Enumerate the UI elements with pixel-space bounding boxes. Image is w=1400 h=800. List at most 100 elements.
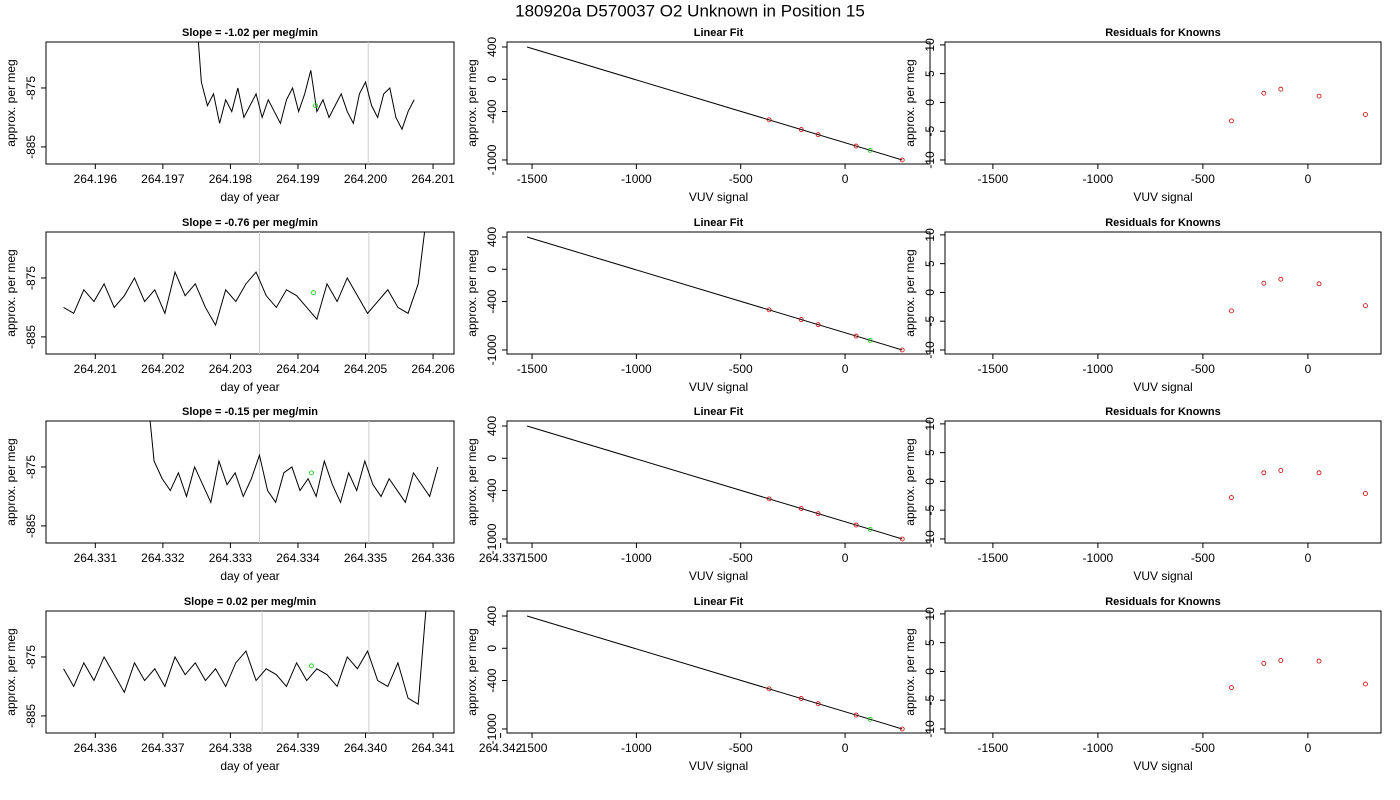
y-tick-label: 0 [485,455,499,462]
y-axis-label: approx. per meg [465,438,479,525]
x-tick-label: -1000 [1083,551,1114,565]
point [1278,658,1284,663]
x-axis-label: VUV signal [1133,190,1192,204]
y-tick-label: -10 [923,720,937,738]
highlight-point [309,663,314,669]
y-tick-label: -1000 [485,334,499,365]
point [1261,280,1267,286]
point [1278,468,1284,473]
panel-title: Residuals for Knowns [1105,217,1221,229]
y-axis-label: approx. per meg [4,249,18,336]
y-tick-label: 400 [485,606,499,626]
page-title: 180920a D570037 O2 Unknown in Position 1… [515,1,865,20]
x-tick-label: -1500 [517,741,548,755]
series-line [197,42,415,131]
y-tick-label: 0 [923,99,937,106]
point [1229,495,1234,500]
highlight-point [867,526,873,532]
plot-area [526,46,905,163]
x-tick-label: -500 [1191,362,1215,376]
plot-frame [944,610,1382,734]
y-tick-label: -885 [24,514,38,538]
point [899,536,905,542]
point [1278,276,1284,282]
highlight-point [867,147,873,153]
plot-area [1229,468,1368,500]
x-tick-label: 264.341 [411,741,455,755]
plot-frame [506,231,931,355]
x-axis-label: VUV signal [1133,380,1192,394]
y-tick-label: 10 [923,38,937,52]
x-tick-label: -1500 [517,362,548,376]
y-tick-label: 400 [485,416,499,436]
panel-title: Residuals for Knowns [1105,596,1221,608]
y-tick-label: -1000 [485,713,499,744]
x-tick-label: 264.336 [74,741,118,755]
x-axis-label: VUV signal [1133,569,1192,583]
plot-frame [506,41,931,165]
point [1229,685,1234,690]
x-tick-label: 264.199 [276,172,320,186]
y-tick-label: -885 [24,325,38,349]
x-tick-label: -1500 [978,741,1009,755]
plot-area [1229,86,1368,124]
x-tick-label: 264.339 [276,741,320,755]
point [798,127,804,132]
y-tick-label: -400 [485,478,499,502]
x-axis-label: VUV signal [1133,759,1192,773]
y-tick-label: -400 [485,668,499,692]
y-tick-label: -875 [24,266,38,290]
x-tick-label: 0 [842,172,849,186]
y-tick-label: 400 [485,37,499,57]
y-tick-label: -400 [485,99,499,123]
panel-title: Slope = -1.02 per meg/min [182,27,318,39]
point [1229,308,1234,314]
point [899,347,905,353]
point [1278,86,1284,92]
plot-frame [944,420,1382,544]
x-tick-label: 264.335 [344,551,388,565]
fit-line [526,615,903,730]
plot-frame [45,41,455,165]
x-tick-label: -1000 [1083,362,1114,376]
point [1363,491,1368,496]
x-tick-label: 0 [842,362,849,376]
point [899,726,905,732]
x-tick-label: 264.203 [209,362,253,376]
x-axis-label: VUV signal [689,569,748,583]
x-tick-label: -500 [1191,741,1215,755]
y-tick-label: 0 [485,645,499,652]
series-line [63,611,427,705]
y-tick-label: 0 [923,289,937,296]
plot-frame [45,420,455,544]
x-tick-label: -500 [729,362,753,376]
y-tick-label: -875 [24,645,38,669]
x-tick-label: -500 [729,551,753,565]
point [815,322,821,328]
point [1363,112,1368,117]
x-tick-label: 0 [842,551,849,565]
plot-area [526,236,905,353]
x-tick-label: 264.198 [209,172,253,186]
y-tick-label: -5 [923,695,937,706]
point [1229,118,1234,124]
y-tick-label: 10 [923,417,937,431]
x-tick-label: 264.333 [209,551,253,565]
plot-frame [45,231,455,355]
y-tick-label: 400 [485,227,499,247]
y-tick-label: -875 [24,76,38,100]
y-tick-label: 0 [485,266,499,273]
plot-frame [506,420,931,544]
highlight-point [313,103,318,109]
y-tick-label: 5 [923,639,937,646]
plot-frame [944,41,1382,165]
y-tick-label: -10 [923,530,937,548]
x-tick-label: 0 [1305,741,1312,755]
x-tick-label: -1500 [517,551,548,565]
point [1363,303,1368,309]
x-tick-label: 264.202 [141,362,185,376]
x-tick-label: 0 [842,741,849,755]
x-tick-label: 264.196 [74,172,118,186]
